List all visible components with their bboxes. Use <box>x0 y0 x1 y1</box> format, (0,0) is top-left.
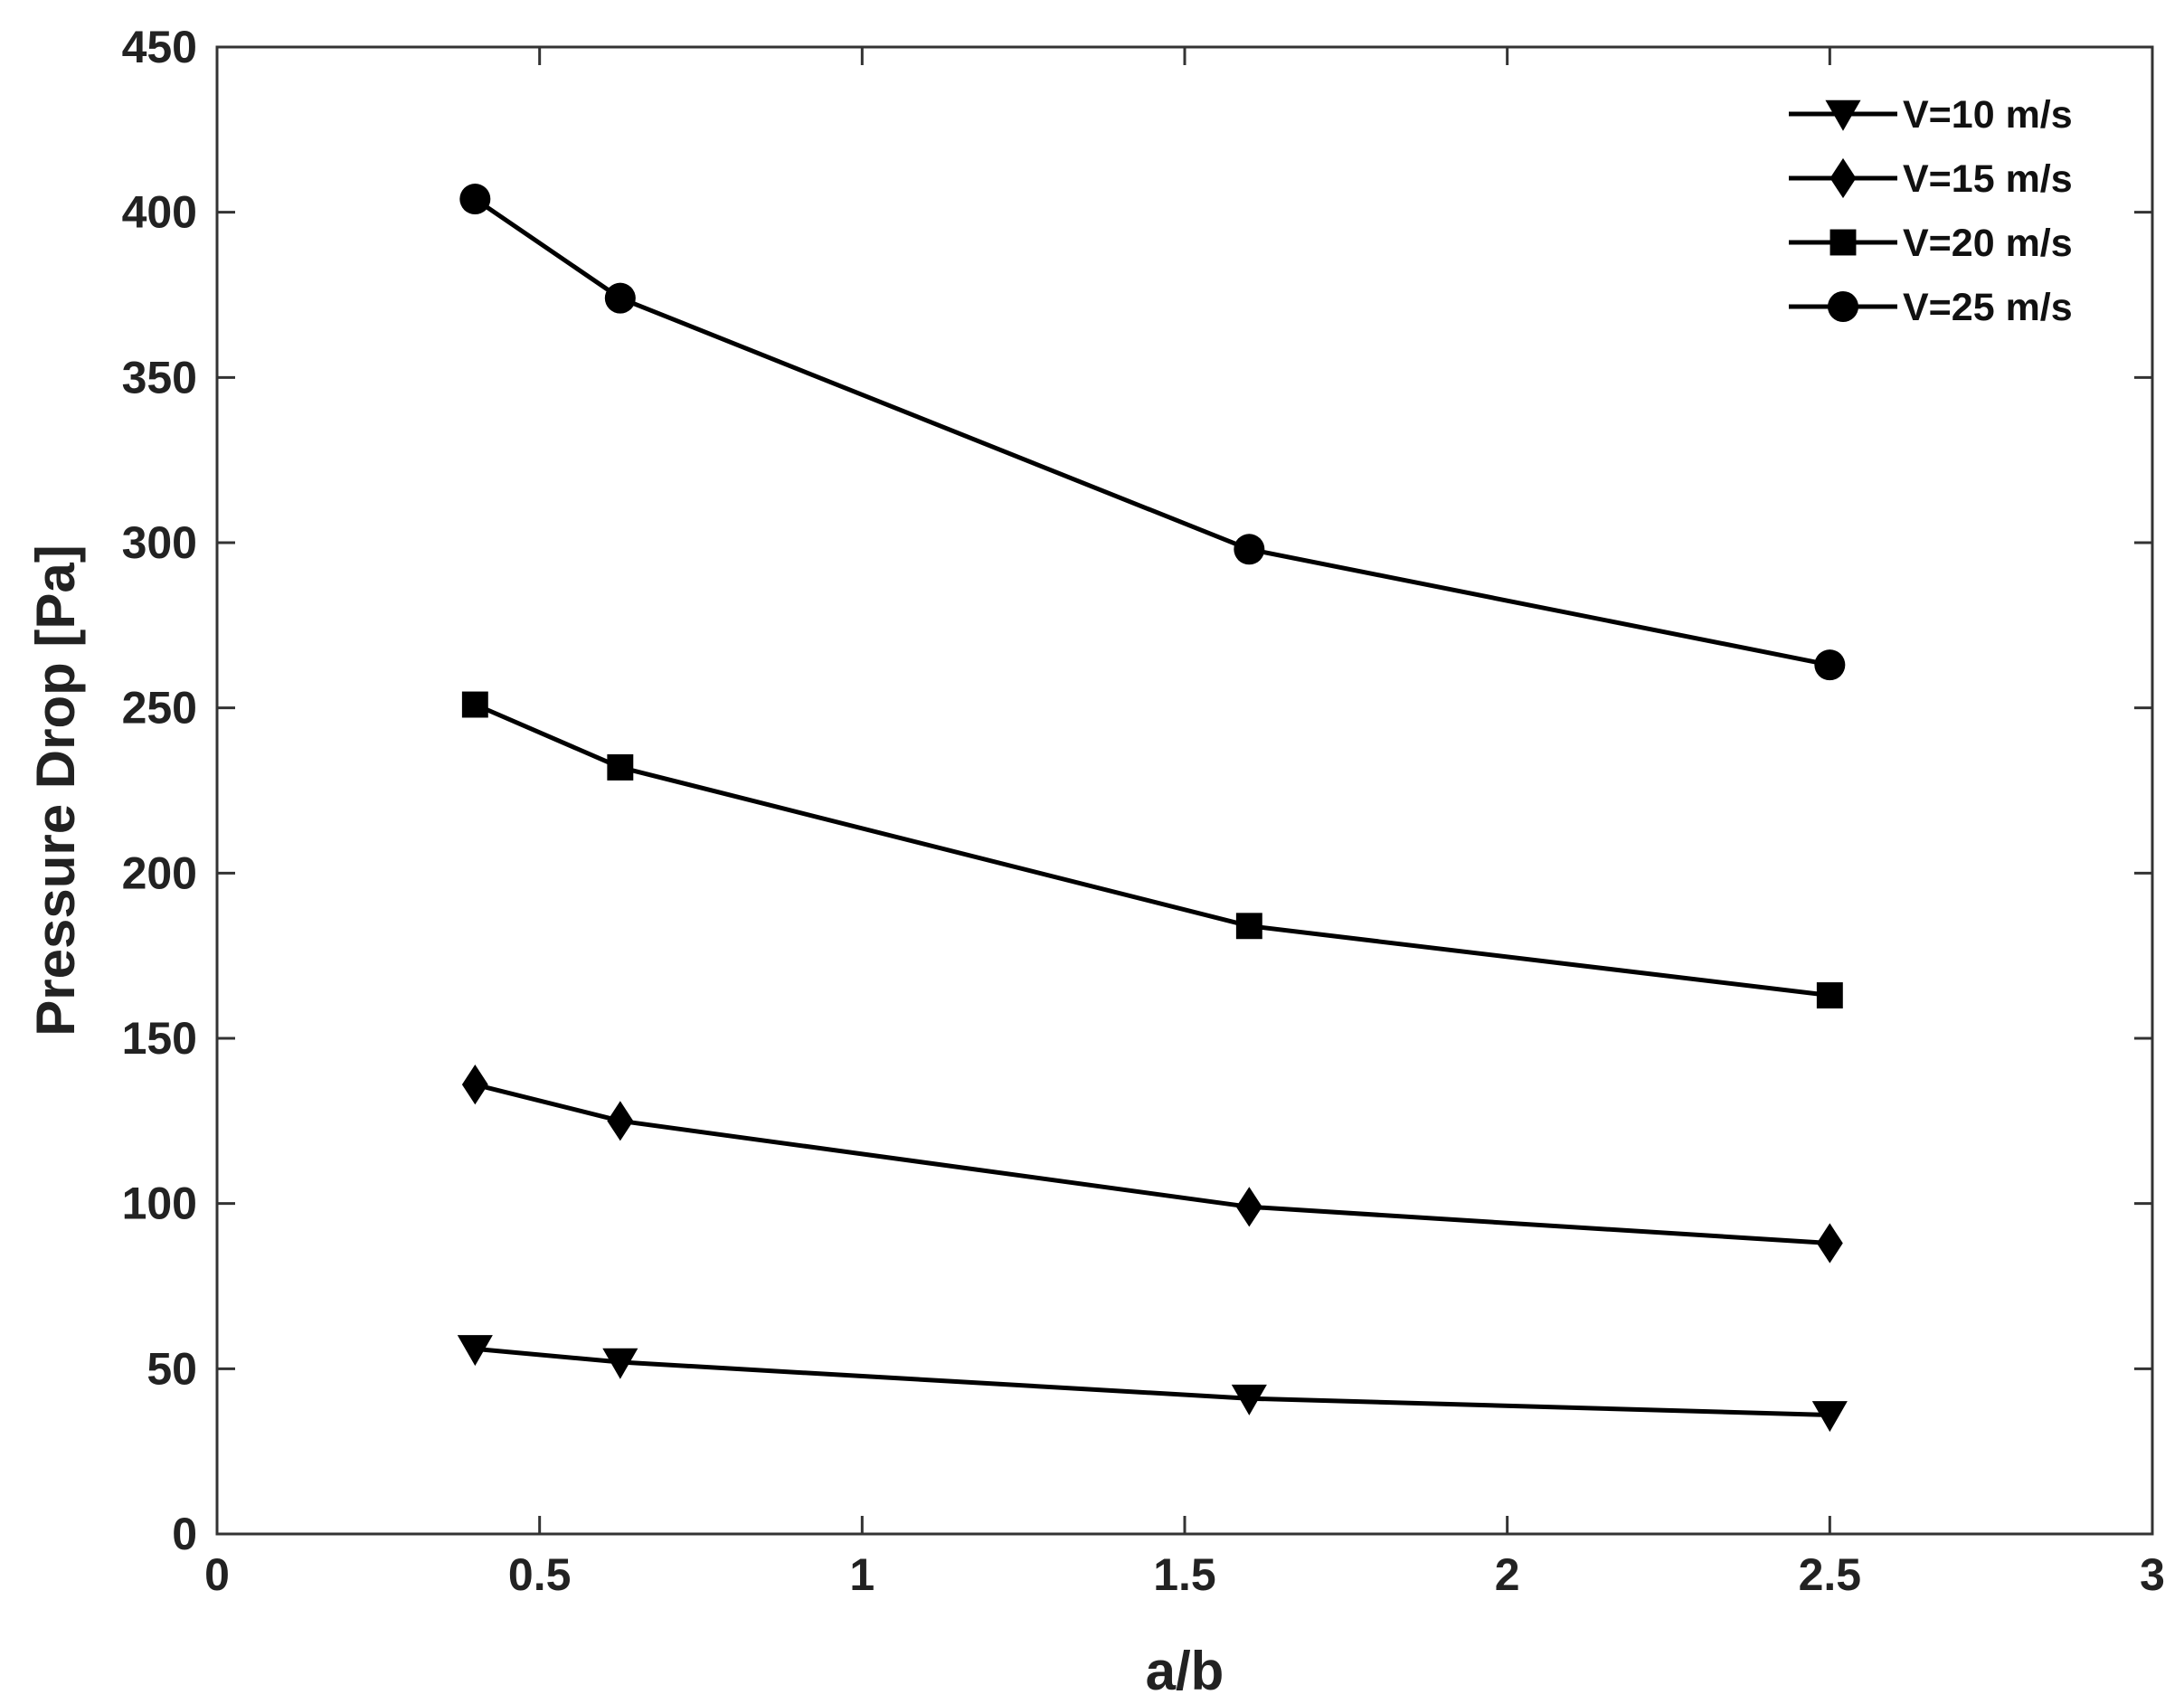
x-tick-labels: 0 0.5 1 1.5 2 2.5 3 <box>204 1549 2165 1600</box>
legend: V=10 m/s V=15 m/s V=20 m/s V=25 m/s <box>1789 93 2073 329</box>
marker-triangle-down <box>1825 99 1861 131</box>
marker-circle <box>604 282 636 314</box>
x-tick-label: 1 <box>849 1549 875 1600</box>
x-tick-label: 2.5 <box>1799 1549 1862 1600</box>
marker-circle <box>1814 649 1846 681</box>
axis-ticks <box>215 45 2154 1536</box>
series-line <box>473 196 1830 667</box>
legend-item: V=20 m/s <box>1789 222 2073 265</box>
legend-label: V=25 m/s <box>1903 286 2073 329</box>
marker-square <box>607 753 634 781</box>
x-tick-label: 2 <box>1495 1549 1520 1600</box>
x-tick-label: 0.5 <box>508 1549 572 1600</box>
series-3 <box>461 691 1843 1008</box>
series-line <box>474 702 1830 998</box>
y-tick-label: 350 <box>122 352 197 402</box>
marker-diamond <box>1829 157 1857 199</box>
y-tick-label: 100 <box>122 1179 197 1229</box>
legend-label: V=15 m/s <box>1903 157 2073 201</box>
series-2 <box>461 1065 1843 1264</box>
x-tick-label: 3 <box>2140 1549 2165 1600</box>
y-tick-label: 0 <box>172 1509 197 1559</box>
legend-item: V=25 m/s <box>1789 286 2073 329</box>
y-tick-label: 250 <box>122 683 197 734</box>
legend-item: V=15 m/s <box>1789 157 2073 201</box>
y-tick-label: 150 <box>122 1013 197 1064</box>
series-line <box>474 1082 1830 1246</box>
plot-area <box>215 45 2154 1536</box>
series-line <box>475 1346 1830 1417</box>
marker-circle <box>459 184 491 215</box>
marker-diamond <box>1816 1223 1843 1264</box>
marker-square <box>1816 982 1843 1008</box>
series-layer <box>457 184 1848 1433</box>
marker-circle <box>1828 291 1858 322</box>
series-1 <box>457 1335 1848 1433</box>
y-tick-labels: 0 50 100 150 200 250 300 350 400 450 <box>122 22 197 1559</box>
marker-triangle-down <box>1811 1401 1848 1433</box>
marker-triangle-down <box>457 1335 493 1367</box>
x-axis-title: a/b <box>1146 1641 1224 1701</box>
marker-square <box>1235 913 1262 940</box>
legend-item: V=10 m/s <box>1789 93 2073 137</box>
marker-triangle-down <box>602 1348 638 1379</box>
marker-square <box>461 691 488 718</box>
y-tick-label: 400 <box>122 187 197 238</box>
legend-label: V=20 m/s <box>1903 222 2073 265</box>
marker-diamond <box>607 1101 634 1141</box>
y-tick-label: 200 <box>122 847 197 898</box>
marker-diamond <box>461 1065 488 1105</box>
marker-diamond <box>1235 1187 1262 1227</box>
y-tick-label: 50 <box>147 1343 197 1394</box>
x-tick-label: 1.5 <box>1153 1549 1216 1600</box>
legend-label: V=10 m/s <box>1903 93 2073 137</box>
y-axis-title: Pressure Drop [Pa] <box>25 544 86 1037</box>
y-tick-label: 300 <box>122 517 197 568</box>
x-tick-label: 0 <box>204 1549 230 1600</box>
marker-triangle-down <box>1231 1384 1267 1415</box>
marker-square <box>1829 229 1857 256</box>
y-tick-label: 450 <box>122 22 197 72</box>
series-4 <box>459 184 1846 681</box>
marker-circle <box>1234 534 1265 565</box>
